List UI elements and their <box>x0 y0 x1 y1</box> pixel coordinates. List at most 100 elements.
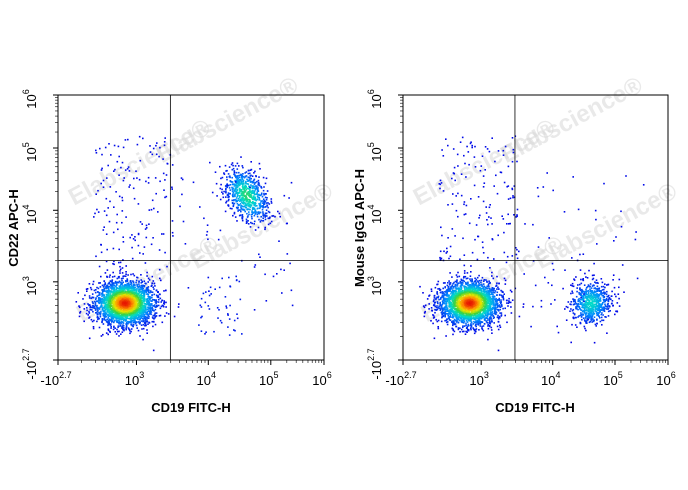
event-dot <box>124 139 127 141</box>
event-dot <box>110 319 113 322</box>
event-dot <box>95 152 98 154</box>
event-dot <box>128 293 130 296</box>
event-dot <box>464 312 466 315</box>
event-dot <box>101 289 103 291</box>
event-dot <box>108 301 110 303</box>
event-dot <box>126 314 129 316</box>
event-dot <box>114 285 117 287</box>
event-dot <box>157 211 159 213</box>
event-dot <box>124 275 127 277</box>
event-dot <box>134 292 136 294</box>
event-dot <box>245 171 248 173</box>
event-dot <box>452 304 455 306</box>
event-dot <box>107 328 110 330</box>
event-dot <box>145 291 147 293</box>
event-dot <box>456 313 458 315</box>
event-dot <box>253 187 255 189</box>
event-dot <box>140 320 143 322</box>
event-dot <box>207 305 210 307</box>
event-dot <box>459 312 461 315</box>
event-dot <box>109 323 111 325</box>
event-dot <box>125 265 127 267</box>
event-dot <box>123 310 126 313</box>
event-dot <box>121 285 124 287</box>
event-dot <box>485 320 488 322</box>
event-dot <box>179 205 181 208</box>
event-dot <box>139 317 141 319</box>
event-dot <box>248 169 250 172</box>
event-dot <box>130 303 133 305</box>
event-dot <box>151 282 153 284</box>
event-dot <box>133 297 136 300</box>
event-dot <box>114 289 116 292</box>
y-axis-label: CD22 APC-H <box>6 189 21 267</box>
event-dot <box>224 296 227 298</box>
event-dot <box>250 161 252 163</box>
event-dot <box>503 293 505 295</box>
event-dot <box>107 207 109 209</box>
event-dot <box>233 211 236 214</box>
event-dot <box>235 200 237 203</box>
event-dot <box>126 320 129 323</box>
event-dot <box>147 315 150 317</box>
event-dot <box>137 298 140 301</box>
event-dot <box>125 302 128 305</box>
event-dot <box>446 297 448 300</box>
event-dot <box>236 220 238 222</box>
event-dot <box>113 288 115 290</box>
event-dot <box>95 308 97 310</box>
event-dot <box>104 303 106 305</box>
event-dot <box>120 300 122 302</box>
event-dot <box>109 294 111 297</box>
event-dot <box>106 298 109 301</box>
event-dot <box>115 320 118 322</box>
event-dot <box>491 299 494 302</box>
event-dot <box>121 291 124 294</box>
event-dot <box>244 172 246 174</box>
event-dot <box>471 302 474 304</box>
event-dot <box>129 283 132 286</box>
event-dot <box>126 310 129 312</box>
event-dot <box>123 315 126 317</box>
event-dot <box>484 288 486 290</box>
event-dot <box>145 180 147 183</box>
event-dot <box>83 303 86 305</box>
event-dot <box>99 300 102 303</box>
event-dot <box>248 204 250 207</box>
event-dot <box>466 331 468 333</box>
event-dot <box>143 300 145 302</box>
event-dot <box>452 328 454 330</box>
event-dot <box>108 309 110 311</box>
event-dot <box>89 304 91 306</box>
event-dot <box>262 212 264 215</box>
event-dot <box>133 306 135 308</box>
event-dot <box>117 295 120 297</box>
event-dot <box>149 312 151 314</box>
event-dot <box>118 330 120 333</box>
event-dot <box>262 198 265 200</box>
event-dot <box>150 300 152 302</box>
event-dot <box>118 320 121 322</box>
event-dot <box>92 310 94 313</box>
event-dot <box>96 208 98 211</box>
event-dot <box>134 236 136 238</box>
event-dot <box>234 180 236 182</box>
event-dot <box>486 311 488 313</box>
event-dot <box>238 174 241 177</box>
event-dot <box>110 154 112 156</box>
event-dot <box>111 281 113 284</box>
event-dot <box>253 214 256 217</box>
event-dot <box>470 265 472 267</box>
event-dot <box>109 297 112 300</box>
event-dot <box>139 315 141 318</box>
event-dot <box>85 288 88 290</box>
event-dot <box>142 338 144 341</box>
event-dot <box>457 328 460 331</box>
event-dot <box>115 281 118 284</box>
event-dot <box>142 311 145 313</box>
event-dot <box>119 291 122 294</box>
event-dot <box>149 308 151 310</box>
event-dot <box>103 296 105 298</box>
plot-panel-igg1: Elabscience®Elabscience®Elabscience®Elab… <box>352 71 682 415</box>
